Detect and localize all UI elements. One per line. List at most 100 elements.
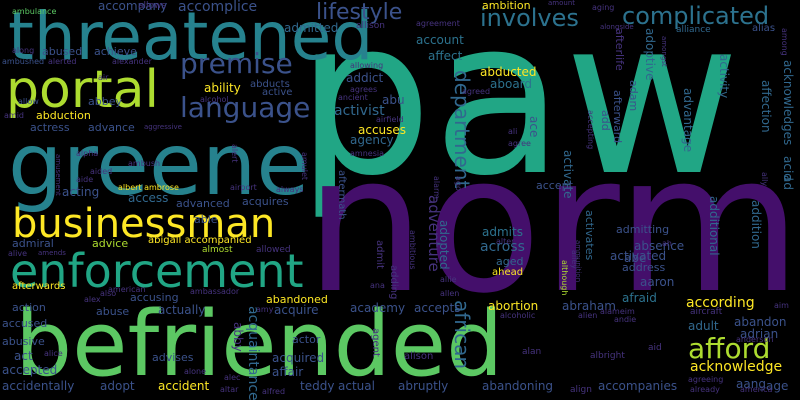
word: advance bbox=[88, 121, 135, 134]
word: addition bbox=[749, 200, 763, 249]
word: advantage bbox=[681, 88, 695, 153]
word: acknowledge bbox=[690, 359, 783, 375]
word: access bbox=[128, 191, 169, 205]
word: afterlife bbox=[613, 28, 626, 71]
word: threatened bbox=[8, 0, 374, 75]
word: acknowledges bbox=[781, 60, 795, 146]
word: activated bbox=[610, 249, 667, 263]
word: accepts bbox=[414, 301, 461, 315]
word: aaron bbox=[640, 275, 675, 289]
word: activity bbox=[717, 54, 731, 99]
word: aging bbox=[592, 3, 615, 12]
word: alerted bbox=[48, 57, 77, 66]
word: abducted bbox=[480, 65, 537, 79]
word: active bbox=[262, 87, 293, 98]
word: advice bbox=[92, 237, 129, 250]
word: also bbox=[100, 289, 117, 298]
word: alliance bbox=[676, 25, 711, 35]
word: abandoned bbox=[266, 293, 328, 306]
word: ali bbox=[508, 127, 518, 136]
word: aang bbox=[736, 377, 766, 391]
word: altar bbox=[220, 385, 239, 394]
word: acquires bbox=[242, 195, 289, 208]
word: andie bbox=[614, 315, 637, 324]
word: ambush bbox=[128, 159, 161, 168]
word: ahead bbox=[492, 267, 524, 278]
word: abusive bbox=[2, 335, 45, 348]
word: amnesia bbox=[350, 149, 384, 158]
word: adventure bbox=[425, 195, 443, 272]
word: ammunition bbox=[574, 240, 582, 283]
word: agree bbox=[508, 139, 531, 148]
word: afterward bbox=[611, 90, 624, 144]
word: aided bbox=[90, 167, 113, 176]
word: although bbox=[560, 260, 569, 296]
word: abducts bbox=[250, 79, 290, 90]
word: alive bbox=[8, 249, 28, 258]
word: abandon bbox=[734, 315, 787, 329]
word: abruptly bbox=[398, 379, 449, 393]
word: agency bbox=[350, 133, 394, 147]
word: american bbox=[108, 285, 146, 294]
word: according bbox=[686, 295, 755, 311]
word: portal bbox=[6, 60, 159, 120]
word: age bbox=[766, 379, 789, 393]
word: always bbox=[276, 185, 304, 194]
word: ace bbox=[527, 116, 541, 138]
word: abu bbox=[382, 93, 405, 107]
word: abbey bbox=[88, 95, 122, 108]
word: affect bbox=[428, 49, 463, 63]
word: ability bbox=[204, 81, 241, 95]
word: accomplice bbox=[178, 0, 258, 15]
word: alcohol bbox=[200, 95, 229, 104]
word: accuses bbox=[358, 123, 407, 137]
word: department bbox=[450, 70, 474, 189]
word: agreed bbox=[462, 87, 491, 96]
word: norm bbox=[305, 114, 800, 335]
word: alison bbox=[404, 351, 434, 362]
word: actual bbox=[338, 379, 375, 393]
word: account bbox=[416, 33, 464, 47]
word: language bbox=[180, 91, 311, 124]
word: teddy bbox=[300, 379, 335, 393]
word: achieve bbox=[94, 45, 137, 58]
word: ago bbox=[454, 176, 463, 191]
word: align bbox=[570, 385, 592, 395]
word: admit bbox=[374, 240, 385, 269]
word: abduction bbox=[36, 109, 91, 122]
word: businessman bbox=[12, 201, 276, 247]
word: allowed bbox=[256, 245, 291, 255]
word: acquire bbox=[274, 303, 319, 317]
word: acting bbox=[62, 185, 100, 199]
word: act bbox=[14, 349, 33, 363]
word: acquaintance bbox=[245, 306, 261, 400]
word: amusement bbox=[54, 154, 62, 196]
word: alley bbox=[570, 250, 579, 270]
word: already bbox=[690, 385, 720, 394]
word: aircraft bbox=[690, 307, 723, 317]
word: ambulance bbox=[12, 7, 57, 16]
word: accompany bbox=[98, 0, 168, 13]
word: premise bbox=[180, 47, 293, 80]
word: aged bbox=[496, 255, 524, 268]
word: alexander bbox=[112, 57, 152, 66]
word: advanced bbox=[176, 197, 230, 210]
word: albright bbox=[590, 351, 625, 361]
word: affair bbox=[272, 365, 304, 379]
word: accepting bbox=[586, 110, 595, 150]
word: able bbox=[194, 213, 218, 226]
word: ancient bbox=[338, 93, 368, 102]
word: adding bbox=[388, 265, 399, 300]
word: agreeing bbox=[688, 375, 724, 384]
word: ambassador bbox=[190, 287, 240, 296]
word: afraid bbox=[622, 291, 657, 305]
word: ambushed bbox=[2, 57, 45, 66]
word: abigail accompanied bbox=[148, 235, 252, 246]
word: aggressive bbox=[144, 123, 182, 131]
word: alongside bbox=[600, 23, 634, 31]
word: allie bbox=[440, 275, 457, 284]
word: adoptive bbox=[643, 28, 657, 81]
word: allen bbox=[440, 289, 460, 298]
word: along bbox=[12, 46, 35, 55]
